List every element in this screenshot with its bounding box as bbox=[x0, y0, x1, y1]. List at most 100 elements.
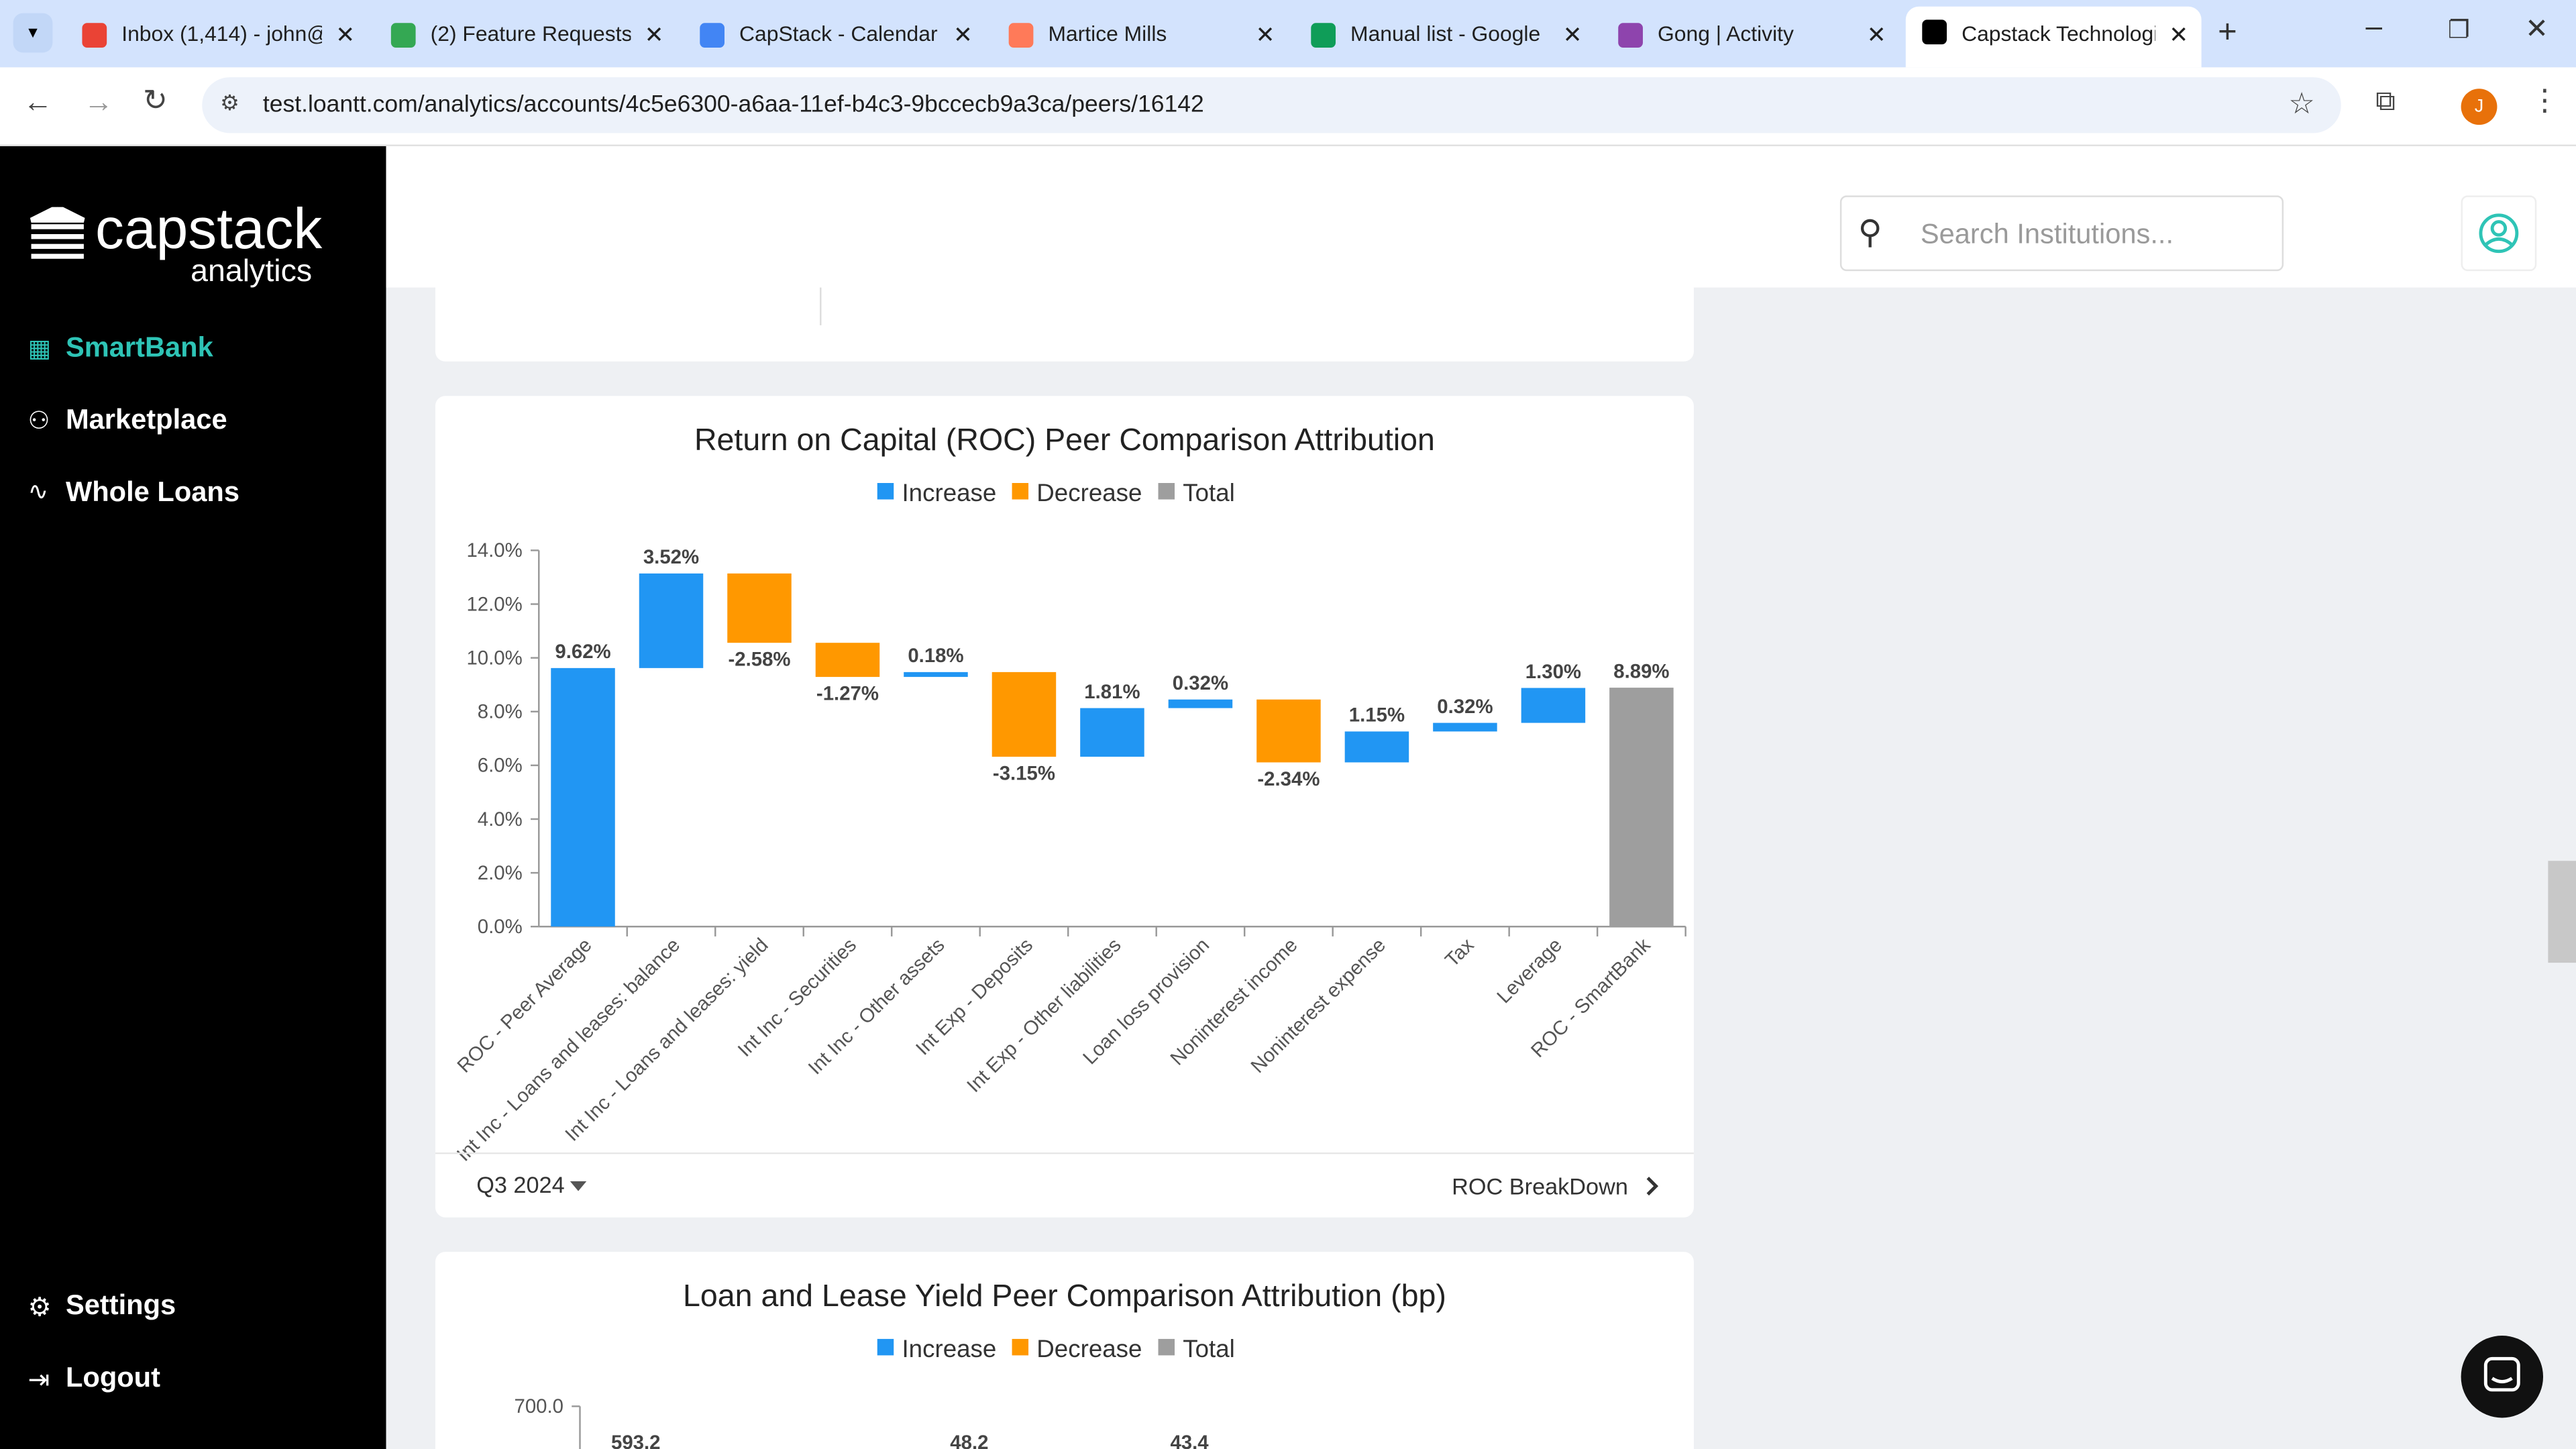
legend-label[interactable]: Total bbox=[1183, 479, 1235, 506]
tab-close[interactable]: ✕ bbox=[335, 21, 355, 48]
tab[interactable]: Inbox (1,414) - john@ ✕ bbox=[66, 10, 368, 59]
data-label: 3.52% bbox=[643, 546, 699, 568]
reload[interactable]: ↻ bbox=[143, 83, 168, 117]
tab-close[interactable]: ✕ bbox=[644, 21, 664, 48]
legend-label[interactable]: Decrease bbox=[1036, 1335, 1142, 1362]
nav-item[interactable]: Logout bbox=[65, 1362, 161, 1393]
bar[interactable] bbox=[639, 573, 704, 668]
bar[interactable] bbox=[1080, 708, 1144, 757]
chart-card: Return on Capital (ROC) Peer Comparison … bbox=[435, 396, 1694, 1218]
nav-item[interactable]: Settings bbox=[65, 1289, 176, 1321]
data-label: 9.62% bbox=[555, 641, 610, 663]
forward[interactable]: → bbox=[83, 85, 113, 119]
tab-title: Martice Mills bbox=[1048, 21, 1167, 46]
address-bar: ← → ↻ ⚙ test.loantt.com/analytics/accoun… bbox=[0, 67, 2576, 146]
bar[interactable] bbox=[1168, 699, 1233, 708]
bar[interactable] bbox=[1256, 699, 1321, 763]
tab-icon bbox=[1922, 19, 1947, 45]
bar[interactable] bbox=[1609, 688, 1674, 927]
menu[interactable]: ⋮ bbox=[2530, 83, 2560, 117]
tab-close[interactable]: ✕ bbox=[1562, 21, 1582, 48]
bar[interactable] bbox=[551, 667, 615, 927]
data-label: 0.32% bbox=[1173, 672, 1228, 694]
restore[interactable]: ❐ bbox=[2447, 16, 2470, 45]
bookmark[interactable]: ☆ bbox=[2288, 87, 2315, 120]
breakdown-link[interactable]: ROC BreakDown bbox=[1452, 1174, 1628, 1199]
scrollbar[interactable] bbox=[2548, 861, 2576, 963]
extensions[interactable]: ⧉ bbox=[2375, 85, 2396, 117]
tab-title: Inbox (1,414) - john@ bbox=[121, 21, 323, 46]
tab-close[interactable]: ✕ bbox=[1255, 21, 1275, 48]
tab-icon bbox=[1311, 23, 1336, 48]
data-label: -2.58% bbox=[728, 648, 790, 670]
tab[interactable]: Martice Mills ✕ bbox=[992, 10, 1288, 59]
nav-item[interactable]: Marketplace bbox=[65, 404, 227, 435]
tab[interactable]: Gong | Activity ✕ bbox=[1602, 10, 1899, 59]
y-tick-label: 4.0% bbox=[478, 808, 523, 830]
nav-item[interactable]: Whole Loans bbox=[65, 476, 240, 508]
data-label: 0.18% bbox=[908, 645, 963, 667]
x-tick-label: Tax bbox=[1441, 934, 1479, 971]
search-box[interactable]: ⚲ Search Institutions... bbox=[1839, 195, 2284, 272]
tab-title: CapStack - Calendar bbox=[739, 21, 938, 46]
legend-swatch bbox=[1012, 1338, 1029, 1356]
data-label: 1.81% bbox=[1084, 681, 1140, 703]
bar[interactable] bbox=[727, 573, 792, 643]
logo-icon bbox=[30, 207, 85, 259]
tab-search[interactable]: ▾ bbox=[13, 13, 53, 53]
sidebar: capstack analytics SmartBank Marketplace… bbox=[0, 146, 386, 1449]
back[interactable]: ← bbox=[23, 85, 53, 119]
legend-label[interactable]: Increase bbox=[902, 479, 996, 506]
bar[interactable] bbox=[1433, 722, 1497, 732]
bar[interactable] bbox=[1344, 731, 1409, 763]
chat-button[interactable] bbox=[2461, 1336, 2544, 1418]
y-tick-label: 6.0% bbox=[478, 755, 523, 777]
y-tick-label: 14.0% bbox=[466, 539, 522, 561]
profile[interactable]: J bbox=[2461, 89, 2498, 125]
tab-close[interactable]: ✕ bbox=[1866, 21, 1886, 48]
logo-sub: analytics bbox=[191, 254, 313, 290]
url-box[interactable]: ⚙ test.loantt.com/analytics/accounts/4c5… bbox=[202, 77, 2341, 133]
bar[interactable] bbox=[904, 672, 968, 678]
new-tab[interactable]: + bbox=[2218, 15, 2237, 51]
tab-bar: ▾ + – ❐ ✕ Inbox (1,414) - john@ ✕ (2) Feat… bbox=[0, 0, 2576, 68]
y-tick-label: 0.0% bbox=[478, 916, 523, 938]
legend-label[interactable]: Decrease bbox=[1036, 479, 1142, 506]
tab-close[interactable]: ✕ bbox=[953, 21, 973, 48]
y-tick-label: 8.0% bbox=[478, 701, 523, 723]
nav-item[interactable]: SmartBank bbox=[65, 331, 213, 364]
url: test.loantt.com/analytics/accounts/4c5e6… bbox=[262, 92, 1204, 119]
chart-card: Loan and Lease Yield Peer Comparison Att… bbox=[435, 1252, 1694, 1449]
search-placeholder: Search Institutions... bbox=[1920, 218, 2174, 250]
close-window[interactable]: ✕ bbox=[2525, 13, 2548, 45]
tab-icon bbox=[82, 23, 107, 48]
legend-label[interactable]: Total bbox=[1183, 1335, 1235, 1362]
tab-title: Capstack Technologi bbox=[1962, 21, 2156, 46]
tab-title: Gong | Activity bbox=[1658, 21, 1794, 46]
tab[interactable]: (2) Feature Requests ✕ bbox=[374, 10, 677, 59]
search-icon: ⚲ bbox=[1858, 215, 1882, 252]
chat-icon bbox=[2483, 1356, 2520, 1392]
data-label: -3.15% bbox=[993, 762, 1055, 784]
bar[interactable] bbox=[815, 643, 880, 678]
nav-icon: ⚙ bbox=[28, 1294, 52, 1323]
tab[interactable]: Manual list - Google ✕ bbox=[1295, 10, 1595, 59]
data-label: 43.4 bbox=[1170, 1432, 1209, 1449]
nav-icon: ∿ bbox=[28, 478, 49, 506]
tab-icon bbox=[390, 23, 416, 48]
tab-close[interactable]: ✕ bbox=[2169, 21, 2189, 48]
site-info[interactable]: ⚙ bbox=[220, 90, 239, 115]
header: ⚲ Search Institutions... bbox=[386, 146, 2576, 288]
legend-label[interactable]: Increase bbox=[902, 1335, 996, 1362]
minimize[interactable]: – bbox=[2365, 9, 2383, 43]
period-select[interactable]: Q3 2024 bbox=[476, 1173, 564, 1198]
bar[interactable] bbox=[991, 672, 1057, 757]
data-label: -1.27% bbox=[816, 682, 879, 704]
user-button[interactable] bbox=[2461, 195, 2537, 272]
tab[interactable]: CapStack - Calendar ✕ bbox=[684, 10, 986, 59]
bar[interactable] bbox=[1521, 688, 1586, 723]
dropdown-arrow bbox=[570, 1181, 587, 1191]
data-label: 593.2 bbox=[611, 1432, 661, 1449]
tab[interactable]: Capstack Technologi ✕ bbox=[1905, 6, 2202, 68]
